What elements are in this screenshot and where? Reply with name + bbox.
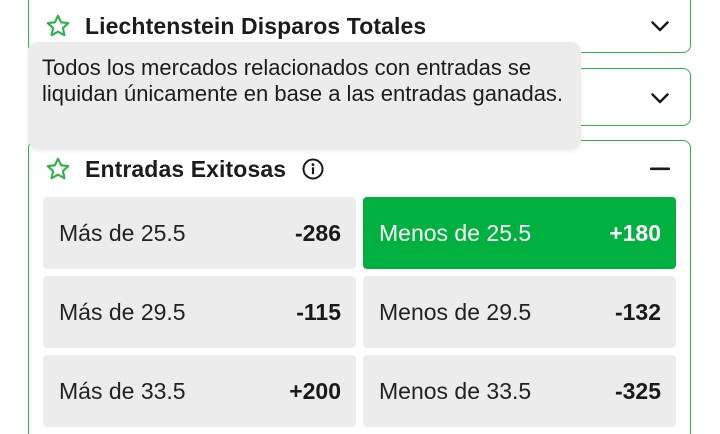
odds-label: Menos de 29.5 (379, 298, 532, 325)
odds-price: +200 (289, 377, 341, 404)
market-card-successful-tackles: Entradas Exitosas Más de 25.5 -286 Menos… (28, 140, 691, 434)
info-tooltip: Todos los mercados relacionados con entr… (28, 42, 581, 149)
odds-label: Más de 25.5 (59, 219, 186, 246)
market-header[interactable]: Liechtenstein Disparos Totales (29, 1, 690, 51)
odds-button-under-25-5[interactable]: Menos de 25.5 +180 (363, 197, 676, 269)
minus-icon[interactable] (648, 157, 672, 181)
odds-price: -132 (614, 298, 661, 325)
market-header[interactable]: Entradas Exitosas (29, 141, 690, 197)
odds-button-over-25-5[interactable]: Más de 25.5 -286 (43, 197, 356, 269)
info-icon[interactable] (302, 158, 324, 180)
odds-button-over-29-5[interactable]: Más de 29.5 -115 (43, 276, 356, 348)
odds-label: Menos de 33.5 (379, 377, 532, 404)
odds-label: Más de 29.5 (59, 298, 186, 325)
chevron-down-icon[interactable] (648, 14, 672, 38)
odds-button-under-29-5[interactable]: Menos de 29.5 -132 (363, 276, 676, 348)
odds-price: -325 (614, 377, 661, 404)
chevron-down-icon[interactable] (648, 86, 672, 110)
star-icon[interactable] (45, 13, 71, 39)
market-title: Liechtenstein Disparos Totales (85, 12, 427, 39)
odds-price: -286 (294, 219, 341, 246)
star-icon[interactable] (45, 156, 71, 182)
odds-button-over-33-5[interactable]: Más de 33.5 +200 (43, 355, 356, 427)
odds-label: Menos de 25.5 (379, 219, 532, 246)
market-title: Entradas Exitosas (85, 155, 287, 182)
odds-button-under-33-5[interactable]: Menos de 33.5 -325 (363, 355, 676, 427)
odds-price: +180 (609, 219, 661, 246)
odds-price: -115 (296, 298, 341, 325)
odds-label: Más de 33.5 (59, 377, 186, 404)
